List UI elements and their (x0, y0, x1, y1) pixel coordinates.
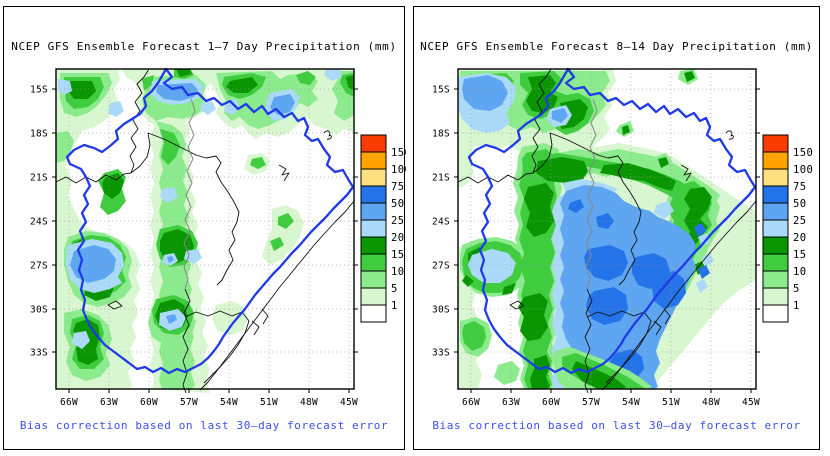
lon-tick-label: 60W (542, 397, 560, 408)
colorbar-label: 100 (391, 164, 406, 176)
lon-axis: 66W 63W 60W 57W 54W 51W 48W 45W (462, 397, 760, 408)
lon-tick-label: 45W (340, 397, 358, 408)
lat-tick-label: 21S (30, 173, 48, 184)
colorbar-label: 75 (793, 181, 806, 193)
colorbar-label: 100 (793, 164, 813, 176)
colorbar-segment (360, 304, 387, 323)
map-frame (55, 68, 355, 390)
colorbar-label: 1 (793, 300, 800, 312)
colorbar: 150 100 75 50 25 20 15 10 5 1 (762, 134, 813, 323)
lat-tick-label: 18S (30, 129, 48, 140)
lat-axis: 15S 18S 21S 24S 27S 30S 33S (30, 85, 48, 359)
panel1-title-line1: NCEP GFS Ensemble Forecast 1–7 Day Preci… (11, 40, 397, 53)
colorbar-label: 150 (793, 147, 813, 159)
colorbar-label: 10 (391, 266, 404, 278)
colorbar-label: 25 (793, 215, 806, 227)
colorbar: 150 100 75 50 25 20 15 10 5 1 (360, 134, 406, 323)
lat-tick-label: 24S (432, 217, 450, 228)
lat-tick-label: 33S (30, 348, 48, 359)
colorbar-segment (360, 236, 387, 255)
colorbar-segment (762, 253, 789, 272)
precip-map-8-14day: 15S 18S 21S 24S 27S 30S 33S 66W 63W 60W … (432, 67, 813, 408)
colorbar-label: 150 (391, 147, 406, 159)
colorbar-segment (360, 202, 387, 221)
colorbar-label: 25 (391, 215, 404, 227)
colorbar-segment (762, 168, 789, 187)
axis-ticks (52, 88, 358, 393)
colorbar-segment (762, 202, 789, 221)
colorbar-segment (360, 134, 387, 153)
colorbar-label: 20 (793, 232, 806, 244)
lon-tick-label: 51W (260, 397, 278, 408)
colorbar-segment (762, 151, 789, 170)
lat-tick-label: 33S (432, 348, 450, 359)
lon-tick-label: 48W (702, 397, 720, 408)
colorbar-label: 20 (391, 232, 404, 244)
colorbar-segment (762, 219, 789, 238)
lat-tick-label: 27S (432, 261, 450, 272)
panel-forecast-8-14day: NCEP GFS Ensemble Forecast 8–14 Day Prec… (413, 6, 820, 450)
lat-tick-label: 18S (432, 129, 450, 140)
colorbar-label: 50 (391, 198, 404, 210)
panel2-caption: Bias correction based on last 30–day for… (432, 419, 801, 432)
lat-tick-label: 27S (30, 261, 48, 272)
lat-tick-label: 15S (432, 85, 450, 96)
colorbar-segment (360, 219, 387, 238)
colorbar-label: 5 (793, 283, 800, 295)
axis-ticks (454, 88, 760, 393)
colorbar-segment (762, 236, 789, 255)
panel-forecast-1-7day: NCEP GFS Ensemble Forecast 1–7 Day Preci… (3, 6, 406, 450)
colorbar-segment (762, 304, 789, 323)
colorbar-segment (360, 253, 387, 272)
colorbar-label: 15 (793, 249, 806, 261)
map-frame (457, 68, 757, 390)
lon-tick-label: 54W (622, 397, 640, 408)
lon-tick-label: 63W (502, 397, 520, 408)
lat-tick-label: 30S (432, 305, 450, 316)
lon-tick-label: 51W (662, 397, 680, 408)
colorbar-segment (360, 185, 387, 204)
colorbar-label: 5 (391, 283, 398, 295)
lon-tick-label: 57W (582, 397, 600, 408)
precip-contours-8-14day (458, 69, 756, 391)
lon-tick-label: 60W (140, 397, 158, 408)
colorbar-segment (762, 270, 789, 289)
colorbar-segment (762, 287, 789, 306)
lon-tick-label: 54W (220, 397, 238, 408)
colorbar-segment (360, 151, 387, 170)
lat-axis: 15S 18S 21S 24S 27S 30S 33S (432, 85, 450, 359)
panel1-caption: Bias correction based on last 30–day for… (19, 419, 389, 432)
lon-tick-label: 45W (742, 397, 760, 408)
precip-map-1-7day: 15S 18S 21S 24S 27S 30S 33S 66W 63W 60W … (30, 67, 406, 408)
lat-tick-label: 30S (30, 305, 48, 316)
colorbar-segment (762, 185, 789, 204)
lon-axis: 66W 63W 60W 57W 54W 51W 48W 45W (60, 397, 358, 408)
colorbar-label: 50 (793, 198, 806, 210)
lat-tick-label: 21S (432, 173, 450, 184)
colorbar-segment (360, 168, 387, 187)
colorbar-segment (360, 270, 387, 289)
lon-tick-label: 66W (462, 397, 480, 408)
lon-tick-label: 66W (60, 397, 78, 408)
colorbar-segment (360, 287, 387, 306)
lat-tick-label: 24S (30, 217, 48, 228)
colorbar-label: 15 (391, 249, 404, 261)
colorbar-segment (762, 134, 789, 153)
lon-tick-label: 57W (180, 397, 198, 408)
colorbar-label: 75 (391, 181, 404, 193)
lat-tick-label: 15S (30, 85, 48, 96)
colorbar-label: 10 (793, 266, 806, 278)
lon-tick-label: 48W (300, 397, 318, 408)
colorbar-label: 1 (391, 300, 398, 312)
panel2-title-line1: NCEP GFS Ensemble Forecast 8–14 Day Prec… (420, 40, 813, 53)
lon-tick-label: 63W (100, 397, 118, 408)
